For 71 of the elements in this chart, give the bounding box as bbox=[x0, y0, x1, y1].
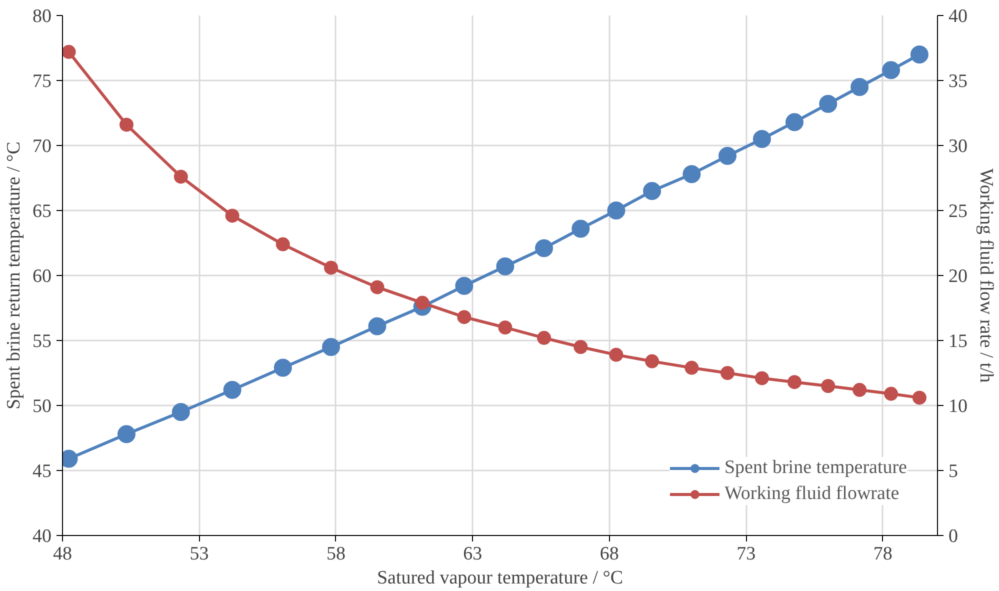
x-tick-label: 63 bbox=[463, 544, 482, 564]
point bbox=[370, 280, 384, 294]
point bbox=[684, 360, 699, 375]
point bbox=[496, 257, 514, 276]
point bbox=[785, 113, 804, 132]
y2-tick-label: 5 bbox=[948, 461, 958, 482]
y-tick-label: 65 bbox=[32, 201, 52, 222]
point bbox=[537, 330, 552, 345]
y2-tick-label: 15 bbox=[948, 331, 968, 352]
y2-tick-label: 30 bbox=[948, 136, 968, 157]
x-tick-label: 48 bbox=[53, 544, 72, 564]
y-tick-label: 40 bbox=[32, 526, 52, 547]
point bbox=[850, 78, 869, 96]
y2-tick-label: 35 bbox=[948, 71, 968, 92]
y-axis-title: Spent brine return temperature / °C bbox=[4, 142, 24, 410]
point bbox=[223, 380, 242, 399]
y-tick-label: 55 bbox=[32, 331, 52, 352]
point bbox=[787, 375, 802, 390]
point bbox=[884, 386, 898, 401]
point bbox=[609, 348, 624, 362]
x-tick-label: 73 bbox=[736, 544, 756, 564]
y2-tick-label: 0 bbox=[948, 526, 958, 547]
point bbox=[324, 260, 338, 275]
y2-tick-label: 25 bbox=[948, 201, 968, 222]
point bbox=[572, 220, 590, 238]
point bbox=[720, 366, 734, 380]
point bbox=[119, 118, 134, 132]
y-tick-label: 60 bbox=[32, 266, 52, 287]
point bbox=[368, 317, 386, 336]
y2-tick-label: 20 bbox=[948, 266, 968, 287]
point bbox=[645, 354, 660, 368]
x-tick-label: 68 bbox=[600, 544, 619, 564]
point bbox=[498, 320, 512, 334]
point bbox=[882, 61, 900, 80]
point bbox=[172, 403, 190, 421]
y2-tick-label: 10 bbox=[948, 396, 968, 417]
point bbox=[754, 371, 769, 386]
y-tick-label: 80 bbox=[32, 6, 52, 27]
x-tick-label: 53 bbox=[190, 544, 209, 564]
point bbox=[117, 425, 136, 444]
x-tick-label: 78 bbox=[873, 544, 892, 564]
point bbox=[819, 94, 838, 113]
y-tick-label: 50 bbox=[32, 396, 52, 417]
y-tick-label: 75 bbox=[32, 71, 52, 92]
x-tick-label: 58 bbox=[326, 544, 346, 564]
point bbox=[821, 379, 836, 393]
point bbox=[276, 237, 290, 252]
point bbox=[174, 170, 188, 184]
y-tick-label: 70 bbox=[32, 136, 52, 157]
point bbox=[574, 340, 588, 354]
point bbox=[643, 182, 662, 200]
point bbox=[535, 239, 554, 258]
legend-label: Spent brine temperature bbox=[724, 457, 907, 479]
x-axis-title: Satured vapour temperature / °C bbox=[376, 568, 624, 588]
point bbox=[322, 338, 340, 356]
point bbox=[852, 382, 867, 397]
point bbox=[718, 146, 736, 165]
point bbox=[607, 202, 626, 220]
point bbox=[455, 276, 474, 295]
point bbox=[682, 165, 701, 184]
point bbox=[457, 310, 472, 324]
y2-axis-title: Working fluid flow rate / t/h bbox=[976, 168, 996, 384]
point bbox=[910, 46, 928, 64]
y-tick-label: 45 bbox=[32, 461, 52, 482]
point bbox=[274, 358, 292, 377]
legend-label: Working fluid flowrate bbox=[724, 483, 900, 505]
point bbox=[912, 390, 926, 405]
point bbox=[225, 208, 240, 223]
y2-tick-label: 40 bbox=[948, 6, 968, 27]
point bbox=[62, 44, 76, 59]
point bbox=[752, 130, 771, 148]
